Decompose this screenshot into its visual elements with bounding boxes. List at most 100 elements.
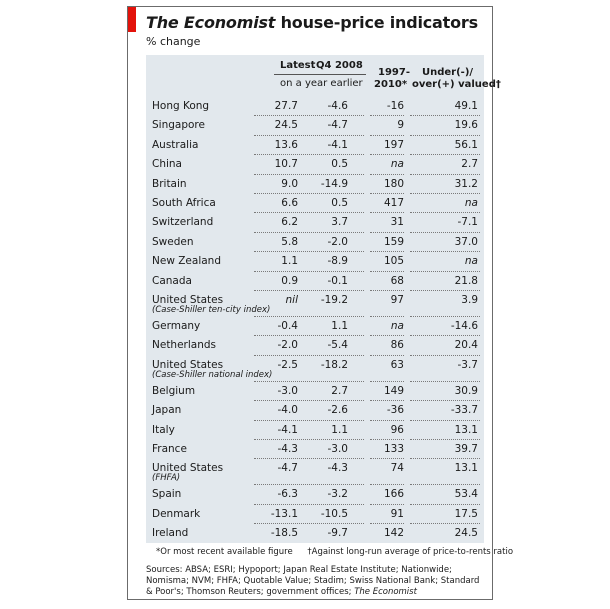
value-since-1997: 74 bbox=[390, 462, 404, 475]
value-valuation: 49.1 bbox=[454, 100, 478, 112]
row-separator bbox=[370, 154, 404, 156]
table-row: Singapore 24.5 -4.7 9 19.6 bbox=[146, 116, 484, 136]
value-latest: 27.7 bbox=[274, 100, 298, 112]
value-q4-2008: -3.2 bbox=[327, 488, 349, 501]
value-since-1997: 105 bbox=[383, 255, 404, 268]
value-q4-2008: -8.9 bbox=[327, 255, 349, 268]
value-valuation: 56.1 bbox=[454, 138, 478, 151]
row-separator bbox=[370, 458, 404, 460]
country-label: South Africa bbox=[152, 197, 216, 209]
row-separator bbox=[410, 419, 480, 421]
value-valuation: 31.2 bbox=[454, 177, 478, 190]
country-label: Hong Kong bbox=[152, 100, 210, 112]
value-q4-2008: -9.7 bbox=[327, 527, 349, 540]
row-separator bbox=[410, 289, 480, 291]
country-label: Switzerland bbox=[152, 216, 214, 229]
row-separator bbox=[370, 484, 404, 486]
column-header-valued-line2: over(+) valued† bbox=[412, 79, 501, 90]
row-separator bbox=[254, 438, 364, 440]
sources-italic: The Economist bbox=[354, 587, 417, 597]
country-label: United States bbox=[152, 358, 224, 371]
value-since-1997: 180 bbox=[383, 177, 404, 190]
row-separator bbox=[370, 115, 404, 117]
value-valuation: 30.9 bbox=[454, 384, 478, 397]
row-separator bbox=[410, 438, 480, 440]
row-separator bbox=[370, 251, 404, 253]
table-row: Ireland -18.5 -9.7 142 24.5 bbox=[146, 524, 484, 543]
value-since-1997: 96 bbox=[390, 423, 404, 436]
column-header-valued-line1: Under(-)/ bbox=[422, 67, 474, 78]
country-label: Denmark bbox=[152, 507, 201, 520]
value-q4-2008: -2.6 bbox=[327, 404, 349, 417]
row-separator bbox=[410, 316, 480, 317]
row-separator bbox=[254, 231, 364, 233]
table-row: Hong Kong 27.7 -4.6 -16 49.1 bbox=[146, 97, 484, 117]
row-separator bbox=[410, 134, 480, 136]
value-valuation: 39.7 bbox=[454, 443, 478, 455]
value-since-1997: 63 bbox=[390, 358, 404, 371]
value-since-1997: 86 bbox=[390, 339, 404, 352]
row-separator bbox=[254, 400, 364, 402]
table-row: Canada 0.9 -0.1 68 21.8 bbox=[146, 272, 484, 291]
row-separator bbox=[370, 212, 404, 214]
value-valuation: -33.7 bbox=[450, 404, 478, 417]
column-header-q4-2008: Q4 2008 bbox=[316, 60, 363, 71]
country-note: (Case-Shiller ten-city index) bbox=[152, 305, 271, 315]
row-separator bbox=[370, 134, 404, 136]
country-label: United States bbox=[152, 462, 224, 475]
row-separator bbox=[254, 212, 364, 214]
value-valuation: -3.7 bbox=[457, 358, 479, 371]
table-row: Denmark -13.1 -10.5 91 17.5 bbox=[146, 505, 484, 525]
value-latest: 9.0 bbox=[281, 177, 298, 190]
value-latest: 1.1 bbox=[281, 255, 298, 268]
country-label: Spain bbox=[152, 488, 182, 501]
sources-note: Sources: ABSA; ESRI; Hypoport; Japan Rea… bbox=[146, 565, 486, 598]
table-row: New Zealand 1.1 -8.9 105 na bbox=[146, 252, 484, 272]
value-valuation: 3.9 bbox=[461, 294, 478, 306]
value-q4-2008: -14.9 bbox=[320, 177, 348, 190]
chart-title: The Economist house-price indicators bbox=[146, 13, 478, 32]
row-separator bbox=[254, 134, 364, 136]
value-since-1997: 31 bbox=[390, 216, 404, 229]
row-separator bbox=[254, 354, 364, 356]
table-row: Belgium -3.0 2.7 149 30.9 bbox=[146, 382, 484, 402]
value-since-1997: 68 bbox=[390, 274, 404, 287]
row-separator bbox=[254, 251, 364, 253]
row-separator bbox=[410, 115, 480, 117]
value-latest: -0.4 bbox=[277, 320, 299, 332]
value-valuation: 13.1 bbox=[454, 462, 478, 475]
value-since-1997: 91 bbox=[390, 507, 404, 520]
value-valuation: 19.6 bbox=[454, 119, 478, 132]
country-label: Australia bbox=[152, 138, 199, 151]
row-separator bbox=[254, 115, 364, 117]
value-latest: -2.0 bbox=[277, 339, 299, 352]
row-separator bbox=[410, 380, 480, 382]
table-row: South Africa 6.6 0.5 417 na bbox=[146, 194, 484, 214]
value-since-1997: na bbox=[390, 158, 404, 171]
table-row: Japan -4.0 -2.6 -36 -33.7 bbox=[146, 401, 484, 421]
value-latest: 5.8 bbox=[281, 235, 298, 248]
row-separator bbox=[410, 484, 480, 486]
value-since-1997: -16 bbox=[386, 100, 404, 112]
value-since-1997: -36 bbox=[386, 404, 404, 417]
row-separator bbox=[254, 270, 364, 272]
footnotes: *Or most recent available figure †Agains… bbox=[156, 547, 525, 557]
table-row: United States (Case-Shiller ten-city inde… bbox=[146, 291, 484, 317]
row-separator bbox=[370, 354, 404, 356]
country-label: Belgium bbox=[152, 384, 196, 397]
value-valuation: na bbox=[464, 197, 478, 209]
value-latest: -6.3 bbox=[277, 488, 299, 501]
value-valuation: 21.8 bbox=[454, 274, 478, 287]
column-header-range-line1: 1997- bbox=[378, 67, 410, 78]
table-panel: Latest Q4 2008 on a year earlier 1997- 2… bbox=[146, 55, 501, 543]
row-separator bbox=[410, 192, 480, 194]
value-latest: -4.1 bbox=[277, 423, 299, 436]
row-separator bbox=[370, 400, 404, 402]
value-valuation: -7.1 bbox=[457, 216, 479, 229]
value-latest: -4.7 bbox=[277, 462, 299, 475]
row-separator bbox=[254, 419, 364, 421]
country-label: Ireland bbox=[152, 527, 189, 540]
row-separator bbox=[410, 458, 480, 460]
row-separator bbox=[410, 354, 480, 356]
brand-red-bar bbox=[128, 7, 136, 32]
